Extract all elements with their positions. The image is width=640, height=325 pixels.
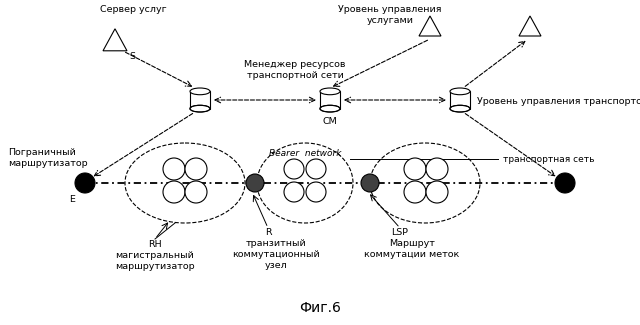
- Circle shape: [404, 181, 426, 203]
- Text: RH: RH: [148, 240, 162, 249]
- Ellipse shape: [450, 88, 470, 95]
- Circle shape: [284, 159, 304, 179]
- Circle shape: [284, 182, 304, 202]
- Circle shape: [555, 173, 575, 193]
- Text: R: R: [265, 228, 271, 237]
- Ellipse shape: [257, 143, 353, 223]
- Ellipse shape: [190, 105, 210, 112]
- Bar: [190, 91, 210, 109]
- Text: Маршрут
коммутации меток: Маршрут коммутации меток: [364, 239, 460, 259]
- Circle shape: [426, 181, 448, 203]
- Text: E: E: [69, 195, 75, 204]
- Text: транзитный
коммутационный
узел: транзитный коммутационный узел: [232, 239, 320, 270]
- Bar: [320, 91, 340, 109]
- Text: Уровень управления транспортом: Уровень управления транспортом: [477, 98, 640, 107]
- Text: Сервер услуг: Сервер услуг: [100, 5, 166, 14]
- Circle shape: [185, 158, 207, 180]
- Ellipse shape: [370, 143, 480, 223]
- Ellipse shape: [450, 105, 470, 112]
- Text: S: S: [129, 52, 135, 61]
- Text: транспортная сеть: транспортная сеть: [503, 154, 595, 163]
- Ellipse shape: [321, 106, 339, 111]
- Text: магистральный
маршрутизатор: магистральный маршрутизатор: [115, 251, 195, 271]
- Text: Фиг.6: Фиг.6: [299, 301, 341, 315]
- Polygon shape: [519, 16, 541, 36]
- Circle shape: [185, 181, 207, 203]
- Ellipse shape: [191, 106, 209, 111]
- Circle shape: [404, 158, 426, 180]
- Ellipse shape: [320, 88, 340, 95]
- Circle shape: [306, 159, 326, 179]
- Text: Bearer  network: Bearer network: [269, 149, 341, 158]
- Ellipse shape: [451, 106, 469, 111]
- Ellipse shape: [190, 88, 210, 95]
- Text: Пограничный
маршрутизатор: Пограничный маршрутизатор: [8, 148, 88, 168]
- Bar: [450, 91, 470, 109]
- Polygon shape: [419, 16, 441, 36]
- Polygon shape: [103, 29, 127, 51]
- Text: LSP: LSP: [392, 228, 408, 237]
- Ellipse shape: [125, 143, 245, 223]
- Circle shape: [306, 182, 326, 202]
- Circle shape: [246, 174, 264, 192]
- Text: Менеджер ресурсов
транспортной сети: Менеджер ресурсов транспортной сети: [244, 60, 346, 80]
- Circle shape: [426, 158, 448, 180]
- Circle shape: [75, 173, 95, 193]
- Circle shape: [163, 158, 185, 180]
- Circle shape: [163, 181, 185, 203]
- Circle shape: [361, 174, 379, 192]
- Ellipse shape: [320, 105, 340, 112]
- Text: Уровень управления
услугами: Уровень управления услугами: [339, 5, 442, 25]
- Text: CM: CM: [323, 117, 337, 126]
